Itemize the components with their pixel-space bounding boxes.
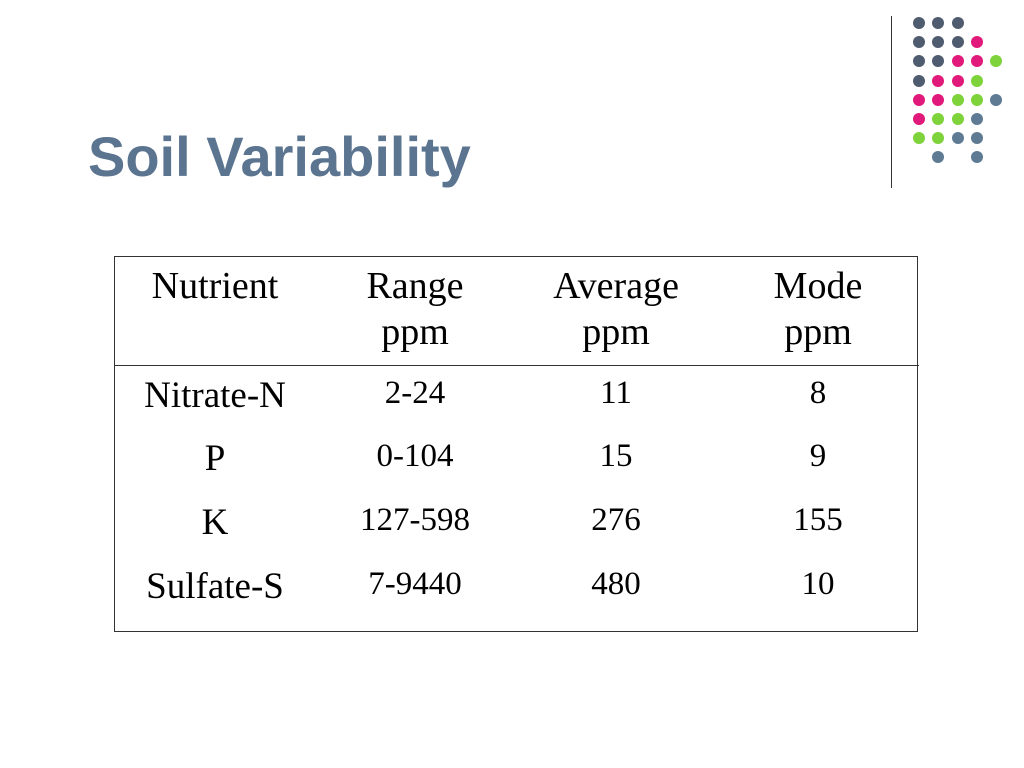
cell-mode: 8 <box>809 374 827 411</box>
decorative-dot <box>951 132 964 145</box>
decorative-dot <box>970 55 983 68</box>
decorative-dot <box>951 36 964 49</box>
decorative-dot <box>932 74 945 87</box>
cell-range: 127-598 <box>360 502 470 538</box>
decorative-dot <box>990 55 1002 68</box>
decorative-dot <box>970 151 983 164</box>
table-header-row: Nutrient Range ppm Average ppm Mode ppm <box>115 257 919 366</box>
table-row: P 0-104 15 9 <box>115 429 919 493</box>
header-mode: Mode ppm <box>717 257 919 366</box>
nutrient-table: Nutrient Range ppm Average ppm Mode ppm <box>115 257 919 621</box>
decorative-dot <box>951 55 964 68</box>
cell-range: 2-24 <box>384 374 446 411</box>
cell-nutrient: K <box>201 502 229 543</box>
decorative-dot <box>970 36 983 49</box>
decorative-dot <box>932 151 945 164</box>
decorative-dot <box>932 36 945 49</box>
nutrient-table-frame: Nutrient Range ppm Average ppm Mode ppm <box>114 256 919 632</box>
cell-average: 15 <box>599 438 633 474</box>
cell-nutrient: Nitrate-N <box>144 374 286 416</box>
decorative-dot <box>913 132 926 145</box>
cell-mode: 9 <box>809 438 827 474</box>
decorative-dot-grid <box>904 10 1014 170</box>
cell-average: 480 <box>591 566 641 602</box>
cell-mode: 155 <box>793 502 843 538</box>
decorative-dot <box>932 55 945 68</box>
header-range: Range ppm <box>315 257 515 366</box>
header-average: Average ppm <box>515 257 717 366</box>
header-nutrient: Nutrient <box>115 257 315 366</box>
decorative-dot <box>913 74 926 87</box>
decorative-dot <box>951 74 964 87</box>
decorative-dot <box>932 113 945 125</box>
cell-range: 0-104 <box>376 438 454 474</box>
decorative-dot <box>913 113 926 125</box>
decorative-dot <box>932 132 945 145</box>
decorative-dot <box>970 113 983 125</box>
table-row: Sulfate-S 7-9440 480 10 <box>115 557 919 621</box>
cell-nutrient: Sulfate-S <box>146 566 284 607</box>
decorative-dot <box>951 113 964 125</box>
decorative-dot <box>913 55 926 68</box>
decorative-dot <box>913 17 926 29</box>
decorative-dot <box>913 36 926 49</box>
vertical-divider <box>891 16 892 188</box>
decorative-dot <box>970 132 983 145</box>
cell-nutrient: P <box>204 438 226 479</box>
decorative-dot <box>970 74 983 87</box>
decorative-dot <box>913 93 926 106</box>
decorative-dot <box>932 17 945 29</box>
table-row: Nitrate-N 2-24 11 8 <box>115 365 919 429</box>
decorative-dot <box>932 93 945 106</box>
cell-mode: 10 <box>801 566 835 602</box>
decorative-dot <box>970 93 983 106</box>
slide-title: Soil Variability <box>88 125 471 188</box>
table-row: K 127-598 276 155 <box>115 493 919 557</box>
cell-average: 276 <box>591 502 641 538</box>
cell-range: 7-9440 <box>368 566 462 602</box>
decorative-dot <box>951 93 964 106</box>
cell-average: 11 <box>600 374 632 411</box>
decorative-dot <box>990 93 1002 106</box>
decorative-dot <box>951 17 964 29</box>
